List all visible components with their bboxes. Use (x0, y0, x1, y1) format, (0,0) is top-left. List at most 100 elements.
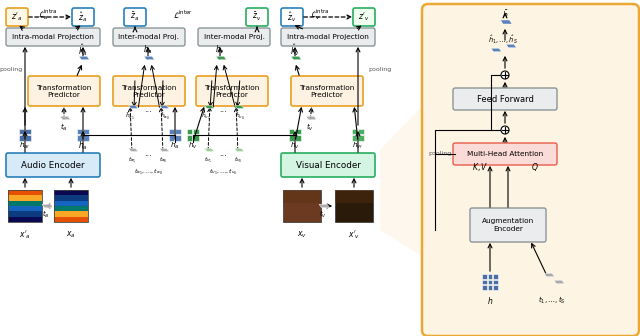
Bar (488, 280, 492, 284)
Text: $Q$: $Q$ (531, 161, 539, 173)
Polygon shape (144, 56, 154, 60)
FancyBboxPatch shape (113, 76, 185, 106)
Polygon shape (129, 106, 138, 109)
Polygon shape (554, 280, 564, 284)
Bar (488, 285, 492, 290)
Text: Predictor: Predictor (132, 92, 165, 98)
Bar (54, 190, 88, 195)
Text: Intra-modal Projection: Intra-modal Projection (287, 34, 369, 40)
FancyBboxPatch shape (124, 8, 146, 26)
Text: $\hat{h}_{v_1}$: $\hat{h}_{v_1}$ (201, 110, 211, 122)
Text: $\hat{z}_v$: $\hat{z}_v$ (287, 10, 297, 24)
Text: Multi-Head Attention: Multi-Head Attention (467, 151, 543, 157)
Bar (488, 274, 492, 279)
Text: $t_a$: $t_a$ (42, 208, 50, 220)
Text: $\hat{h}_a$: $\hat{h}_a$ (78, 42, 88, 58)
Bar (493, 285, 497, 290)
Bar (283, 190, 321, 222)
Polygon shape (291, 56, 301, 60)
Text: $x'_v$: $x'_v$ (348, 229, 360, 241)
Text: $\mathcal{L}_v^\mathrm{intra}$: $\mathcal{L}_v^\mathrm{intra}$ (310, 7, 330, 23)
Bar (358, 135, 364, 141)
Bar (308, 190, 321, 203)
Bar (8, 217, 42, 222)
Polygon shape (544, 273, 554, 277)
Bar (360, 190, 373, 203)
Text: $\bar{z}_v$: $\bar{z}_v$ (252, 11, 262, 23)
Polygon shape (380, 100, 428, 260)
Text: $\bar{z}_a$: $\bar{z}_a$ (131, 11, 140, 23)
Polygon shape (216, 56, 227, 60)
FancyBboxPatch shape (28, 76, 100, 106)
Text: $t_a$: $t_a$ (60, 121, 68, 133)
Text: $\hat{h}_{v_S}$: $\hat{h}_{v_S}$ (235, 110, 245, 122)
Bar (8, 201, 42, 206)
Text: Feed Forward: Feed Forward (477, 94, 533, 103)
Polygon shape (234, 106, 244, 109)
Bar (193, 135, 199, 141)
Text: Predictor: Predictor (310, 92, 344, 98)
Bar (289, 135, 294, 141)
Bar (54, 195, 88, 201)
Text: $x'_a$: $x'_a$ (19, 229, 31, 241)
Bar (296, 190, 308, 203)
Polygon shape (500, 20, 512, 24)
Bar (335, 190, 373, 222)
Bar (493, 280, 497, 284)
Bar (77, 135, 83, 141)
Polygon shape (205, 149, 214, 152)
Text: $K, V$: $K, V$ (472, 161, 488, 173)
Bar (352, 135, 357, 141)
Text: Inter-modal Proj.: Inter-modal Proj. (204, 34, 264, 40)
Bar (289, 129, 294, 134)
Text: $t_1,\ldots,t_S$: $t_1,\ldots,t_S$ (538, 294, 566, 306)
Text: Transformation: Transformation (300, 85, 355, 91)
Text: pooling: pooling (428, 152, 452, 157)
Text: Augmentation: Augmentation (482, 218, 534, 224)
Text: $h_v$: $h_v$ (188, 141, 198, 151)
Text: Visual Encoder: Visual Encoder (296, 161, 360, 169)
Text: $h_a$: $h_a$ (143, 44, 153, 56)
Bar (335, 190, 348, 203)
Bar (8, 190, 42, 222)
FancyBboxPatch shape (291, 76, 363, 106)
Bar (8, 195, 42, 201)
Text: $\mathcal{L}^\mathrm{inter}$: $\mathcal{L}^\mathrm{inter}$ (173, 9, 193, 21)
Text: $h_a$: $h_a$ (170, 141, 180, 151)
Text: $h_v$: $h_v$ (215, 44, 225, 56)
Bar (83, 129, 89, 134)
Text: $x_a$: $x_a$ (66, 230, 76, 240)
Text: $\hat{h}_v$: $\hat{h}_v$ (290, 42, 300, 58)
Polygon shape (491, 48, 502, 52)
Bar (295, 129, 301, 134)
Text: $h_v$: $h_v$ (290, 141, 300, 151)
Bar (352, 129, 357, 134)
FancyBboxPatch shape (6, 8, 28, 26)
FancyBboxPatch shape (281, 153, 375, 177)
Text: $h$: $h$ (487, 294, 493, 305)
Bar (169, 135, 174, 141)
Bar (358, 129, 364, 134)
Bar (54, 211, 88, 217)
Bar (54, 201, 88, 206)
Text: Transformation: Transformation (36, 85, 92, 91)
FancyBboxPatch shape (453, 143, 557, 165)
Text: pooling: pooling (0, 68, 22, 73)
Circle shape (501, 71, 509, 79)
Polygon shape (306, 116, 317, 120)
Bar (283, 190, 296, 203)
FancyBboxPatch shape (6, 153, 100, 177)
Text: pooling: pooling (369, 68, 392, 73)
Bar (19, 129, 24, 134)
Bar (175, 135, 181, 141)
Bar (8, 206, 42, 211)
Text: Encoder: Encoder (493, 226, 523, 232)
Text: Predictor: Predictor (216, 92, 248, 98)
Bar (19, 135, 24, 141)
Bar (187, 135, 193, 141)
Bar (493, 274, 497, 279)
Polygon shape (234, 149, 244, 152)
Polygon shape (159, 149, 169, 152)
Bar (83, 135, 89, 141)
Text: $\hat{h}_1,\ldots,\hat{h}_S$: $\hat{h}_1,\ldots,\hat{h}_S$ (488, 34, 518, 46)
